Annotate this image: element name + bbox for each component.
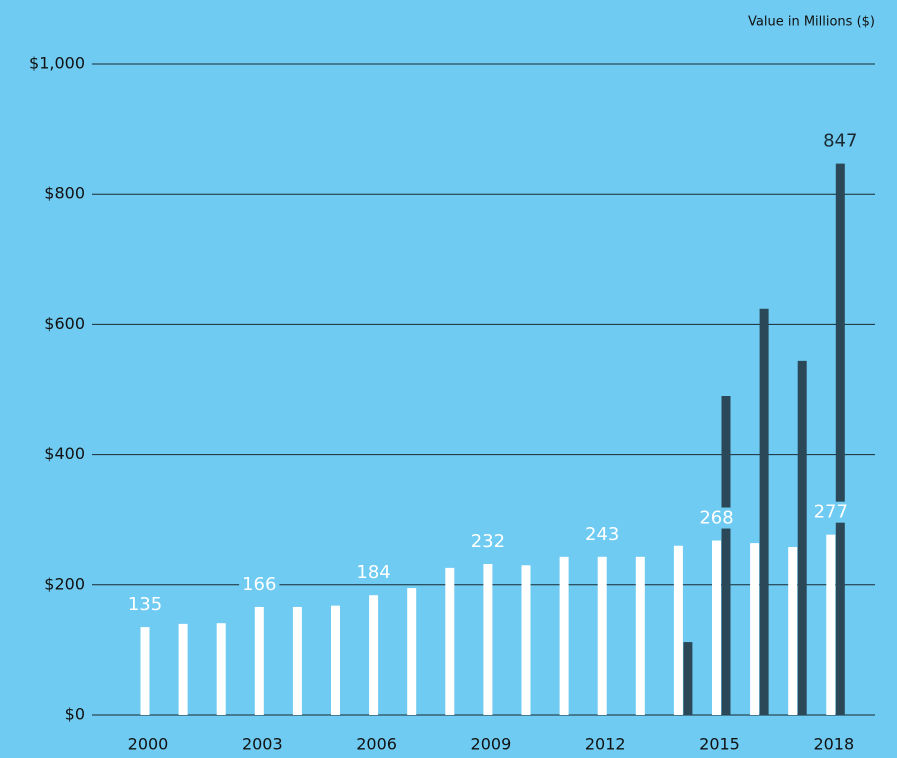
value-label: 277 bbox=[814, 502, 848, 523]
y-tick-label: $400 bbox=[44, 444, 85, 463]
value-label: 268 bbox=[699, 508, 733, 529]
bar bbox=[178, 623, 188, 715]
bar bbox=[445, 567, 455, 715]
label-background bbox=[820, 130, 861, 152]
y-tick-label: $600 bbox=[44, 314, 85, 333]
bar bbox=[750, 543, 760, 715]
bar bbox=[369, 595, 379, 715]
y-tick-label: $200 bbox=[44, 574, 85, 593]
value-label: 184 bbox=[356, 562, 390, 583]
x-tick-label: 2012 bbox=[585, 735, 626, 754]
bar bbox=[673, 545, 683, 715]
value-label: 847 bbox=[823, 131, 857, 152]
bar bbox=[597, 556, 607, 715]
label-background bbox=[696, 507, 737, 529]
bar bbox=[331, 605, 340, 715]
bar bbox=[216, 623, 226, 715]
value-label: 166 bbox=[242, 574, 276, 595]
bar bbox=[140, 627, 150, 715]
unit-label: Value in Millions ($) bbox=[748, 15, 875, 30]
label-background bbox=[582, 523, 623, 545]
label-background bbox=[353, 562, 394, 584]
x-tick-label: 2003 bbox=[242, 735, 283, 754]
value-label: 232 bbox=[471, 531, 505, 552]
y-tick-label: $800 bbox=[44, 184, 85, 203]
bar bbox=[483, 563, 493, 715]
y-tick-label: $0 bbox=[65, 705, 85, 724]
bar bbox=[292, 606, 302, 715]
bar bbox=[683, 642, 693, 715]
label-background bbox=[810, 501, 851, 523]
x-tick-label: 2000 bbox=[128, 735, 169, 754]
bar bbox=[788, 547, 798, 715]
y-tick-label: $1,000 bbox=[29, 54, 85, 73]
x-tick-label: 2009 bbox=[471, 735, 512, 754]
value-label: 243 bbox=[585, 524, 619, 545]
label-background bbox=[124, 594, 166, 616]
value-label: 135 bbox=[128, 594, 162, 615]
label-background bbox=[467, 530, 509, 552]
label-background bbox=[239, 573, 280, 595]
bar bbox=[721, 396, 731, 715]
bar bbox=[797, 360, 807, 715]
bar bbox=[559, 556, 569, 715]
bar bbox=[407, 588, 417, 715]
bar bbox=[635, 556, 645, 715]
bar bbox=[712, 540, 721, 715]
bar bbox=[826, 534, 836, 715]
x-tick-label: 2018 bbox=[813, 735, 854, 754]
x-tick-label: 2006 bbox=[356, 735, 397, 754]
bar bbox=[759, 308, 769, 715]
bar bbox=[835, 163, 845, 715]
bar bbox=[521, 565, 531, 715]
x-tick-label: 2015 bbox=[699, 735, 740, 754]
bar bbox=[254, 606, 264, 715]
